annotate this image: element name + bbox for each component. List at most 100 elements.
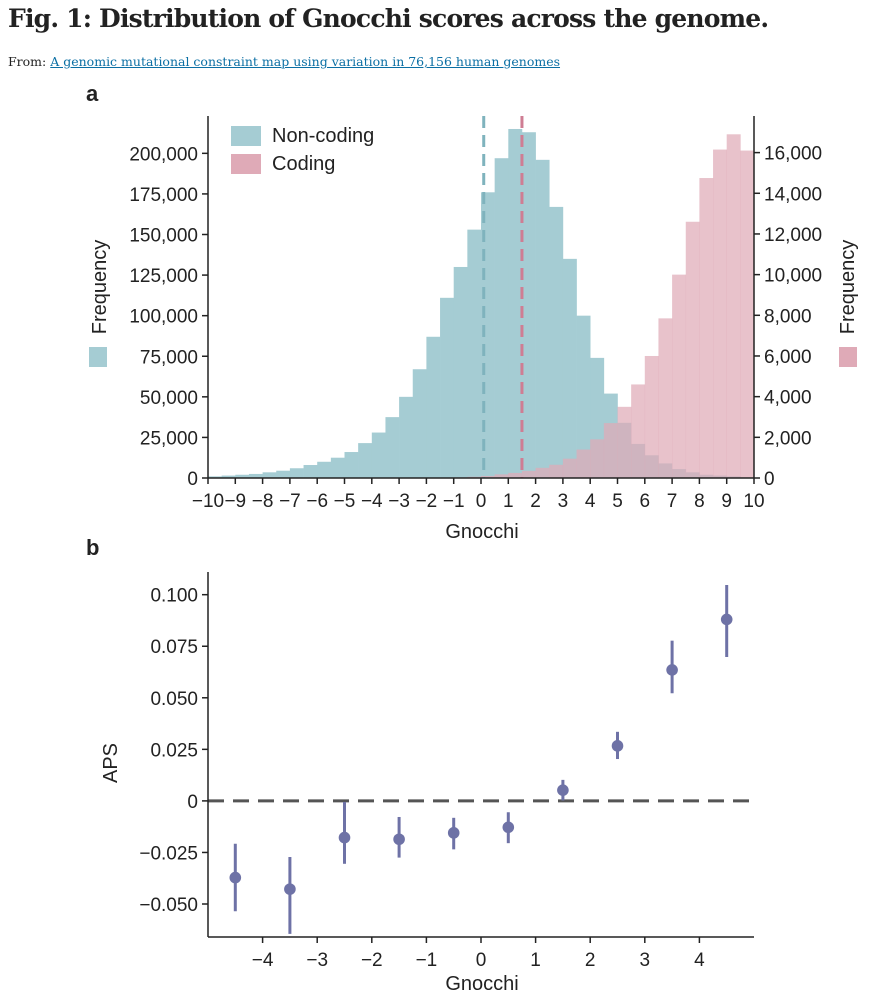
y-tick-label-left: 125,000 — [129, 266, 198, 287]
data-point — [720, 613, 733, 626]
noncoding-bar — [399, 396, 414, 478]
noncoding-bar — [235, 474, 250, 478]
y-tick-label-right: 2,000 — [764, 428, 812, 449]
legend-label-noncoding: Non-coding — [272, 125, 374, 147]
x-tick-label: 0 — [476, 491, 487, 512]
histogram-ylabel-left: Frequency — [89, 240, 111, 335]
coding-bar — [658, 318, 673, 478]
x-tick-label: 5 — [612, 491, 623, 512]
histogram-ylabel-right: Frequency — [837, 240, 859, 335]
noncoding-bar — [453, 266, 468, 478]
coding-bar — [726, 134, 741, 478]
coding-bar — [549, 464, 564, 478]
scatter-axes: −4 −3 −2 −1 0 1 2 3 4 −0.050 −0.025 0 0.025 0.050 0.07… — [139, 572, 754, 971]
figure-title: Fig. 1: Distribution of Gnocchi scores a… — [8, 4, 769, 33]
noncoding-bar — [221, 475, 236, 478]
coding-bar — [685, 221, 700, 478]
panel-letter-b: b — [86, 535, 99, 560]
scatter-x-tick-label: −4 — [252, 950, 274, 971]
histogram-xlabel: Gnocchi — [445, 521, 518, 543]
y-tick-label-right: 4,000 — [764, 388, 812, 409]
data-point — [284, 883, 296, 895]
y-tick-label-left: 50,000 — [140, 388, 198, 409]
x-tick-label: 4 — [585, 491, 596, 512]
coding-bar — [740, 150, 755, 478]
y-tick-label-right: 10,000 — [764, 266, 822, 287]
histogram-panel: −10 −9 −8 −7 −6 −5 −4 −3 −2 −1 0 1 2 3 4 5 6 7 8 9 10025,000… — [89, 116, 859, 543]
coding-bar — [644, 355, 659, 478]
noncoding-bar — [289, 468, 304, 478]
noncoding-bar — [426, 336, 441, 478]
scatter-x-tick-label: 2 — [585, 950, 596, 971]
noncoding-bar — [262, 472, 277, 478]
scatter-points — [229, 584, 733, 934]
y-tick-label-left: 100,000 — [129, 307, 198, 328]
y-tick-label-left: 200,000 — [129, 144, 198, 165]
x-tick-label: −4 — [361, 491, 383, 512]
x-tick-label: 2 — [530, 491, 541, 512]
scatter-y-tick-label: 0.025 — [150, 740, 198, 761]
data-point — [611, 740, 624, 752]
y-tick-label-right: 8,000 — [764, 306, 812, 327]
data-point — [557, 784, 569, 796]
legend-swatch-coding — [231, 154, 261, 174]
noncoding-bar — [208, 476, 222, 478]
data-point — [666, 664, 678, 676]
scatter-y-tick-label: −0.050 — [139, 895, 198, 916]
scatter-y-tick-label: 0.075 — [150, 637, 198, 658]
y-tick-label-right: 12,000 — [764, 225, 822, 246]
histogram-axes: −10 −9 −8 −7 −6 −5 −4 −3 −2 −1 0 1 2 3 4 5 6 7 8 9 10025,000… — [129, 116, 822, 512]
coding-bar — [631, 384, 646, 478]
x-tick-label: −7 — [279, 491, 301, 512]
histogram-legend: Non-coding Coding — [231, 125, 374, 175]
ylabel-left-swatch — [89, 347, 107, 367]
y-tick-label-left: 0 — [187, 469, 198, 490]
data-point — [338, 831, 351, 844]
y-tick-label-left: 175,000 — [129, 185, 198, 206]
panel-letter-a: a — [86, 81, 99, 106]
x-tick-label: 10 — [743, 491, 764, 512]
y-tick-label-left: 75,000 — [140, 347, 198, 368]
x-tick-label: −8 — [252, 491, 274, 512]
scatter-x-tick-label: 1 — [530, 950, 541, 971]
scatter-x-tick-label: −1 — [416, 950, 438, 971]
x-tick-label: −10 — [192, 491, 224, 512]
coding-bar — [481, 475, 495, 478]
x-tick-label: −5 — [334, 491, 356, 512]
y-tick-label-right: 14,000 — [764, 184, 822, 205]
scatter-y-tick-label: −0.025 — [139, 843, 198, 864]
median-lines — [482, 116, 524, 478]
scatter-ylabel: APS — [100, 743, 122, 783]
noncoding-bar — [248, 473, 263, 478]
noncoding-bar — [535, 159, 550, 478]
histogram-bars — [208, 128, 755, 479]
source-article-link[interactable]: A genomic mutational constraint map usin… — [50, 54, 561, 69]
scatter-panel: −4 −3 −2 −1 0 1 2 3 4 −0.050 −0.025 0 0.025 0.050 0.07… — [100, 572, 754, 995]
coding-bar — [617, 406, 632, 478]
coding-bar — [521, 470, 536, 478]
x-tick-label: 7 — [667, 491, 678, 512]
noncoding-bar — [317, 461, 332, 478]
noncoding-bar — [521, 132, 536, 478]
coding-bar — [562, 458, 577, 478]
noncoding-bar — [330, 457, 345, 478]
noncoding-bar — [412, 369, 427, 478]
scatter-y-tick-label: 0 — [187, 792, 198, 813]
x-tick-label: −9 — [224, 491, 246, 512]
x-tick-label: −2 — [416, 491, 438, 512]
y-tick-label-right: 16,000 — [764, 144, 822, 165]
scatter-y-tick-label: 0.050 — [150, 689, 198, 710]
x-tick-label: 6 — [640, 491, 651, 512]
noncoding-bar — [344, 452, 359, 478]
x-tick-label: 8 — [694, 491, 705, 512]
y-tick-label-left: 150,000 — [129, 226, 198, 247]
x-tick-label: 3 — [558, 491, 569, 512]
noncoding-bar — [440, 297, 454, 478]
x-tick-label: −1 — [443, 491, 465, 512]
coding-bar — [508, 472, 523, 478]
legend-label-coding: Coding — [272, 153, 335, 175]
y-tick-label-right: 6,000 — [764, 347, 812, 368]
data-point — [393, 833, 405, 846]
noncoding-bar — [358, 443, 373, 478]
